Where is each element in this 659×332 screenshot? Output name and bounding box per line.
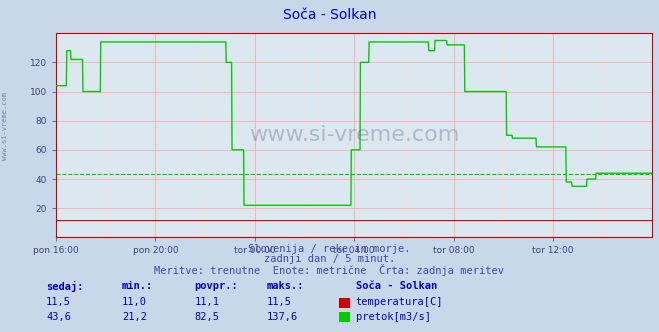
Text: Soča - Solkan: Soča - Solkan [356,281,437,290]
Text: 82,5: 82,5 [194,312,219,322]
Text: 11,5: 11,5 [46,297,71,307]
Text: 11,0: 11,0 [122,297,147,307]
Text: Meritve: trenutne  Enote: metrične  Črta: zadnja meritev: Meritve: trenutne Enote: metrične Črta: … [154,264,505,276]
Text: 43,6: 43,6 [46,312,71,322]
Text: povpr.:: povpr.: [194,281,238,290]
Text: sedaj:: sedaj: [46,281,84,291]
Text: maks.:: maks.: [267,281,304,290]
Text: 137,6: 137,6 [267,312,298,322]
Text: min.:: min.: [122,281,153,290]
Text: 11,1: 11,1 [194,297,219,307]
Text: zadnji dan / 5 minut.: zadnji dan / 5 minut. [264,254,395,264]
Text: pretok[m3/s]: pretok[m3/s] [356,312,431,322]
Text: www.si-vreme.com: www.si-vreme.com [2,92,9,160]
Text: Soča - Solkan: Soča - Solkan [283,8,376,22]
Text: temperatura[C]: temperatura[C] [356,297,444,307]
Text: Slovenija / reke in morje.: Slovenija / reke in morje. [248,244,411,254]
Text: 11,5: 11,5 [267,297,292,307]
Text: 21,2: 21,2 [122,312,147,322]
Text: www.si-vreme.com: www.si-vreme.com [249,125,459,145]
